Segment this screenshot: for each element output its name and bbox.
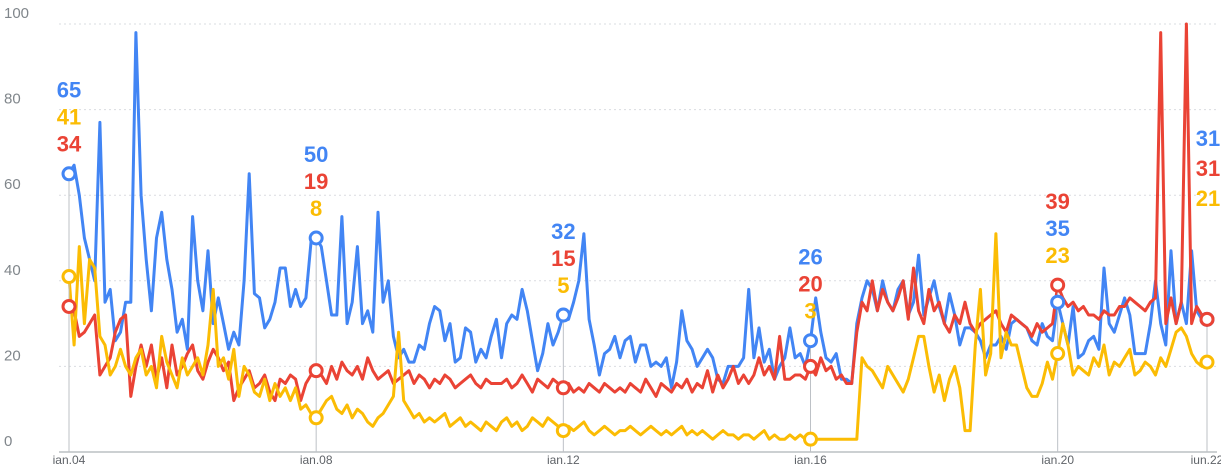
point-marker	[1199, 354, 1215, 370]
value-label: 23	[1045, 243, 1069, 268]
point-marker	[61, 269, 77, 285]
point-marker	[308, 363, 324, 379]
x-tick-label: ian.04	[53, 453, 86, 467]
point-marker	[61, 166, 77, 182]
x-tick-label: ian.12	[547, 453, 580, 467]
point-marker	[308, 230, 324, 246]
y-tick-label: 100	[4, 5, 29, 22]
point-marker	[1050, 294, 1066, 310]
y-tick-label: 60	[4, 176, 21, 193]
point-marker	[803, 333, 819, 349]
y-tick-label: 0	[4, 433, 12, 450]
value-label: 34	[57, 132, 82, 157]
value-label: 31	[1196, 126, 1220, 151]
x-tick-label: ian.20	[1041, 453, 1074, 467]
point-marker	[555, 380, 571, 396]
point-marker	[555, 307, 571, 323]
value-label: 35	[1045, 216, 1069, 241]
value-label: 20	[798, 272, 822, 297]
point-marker	[555, 423, 571, 439]
point-marker	[1050, 277, 1066, 293]
point-marker	[1199, 311, 1215, 327]
value-label: 50	[304, 142, 328, 167]
value-label: 32	[551, 219, 575, 244]
y-tick-label: 80	[4, 91, 21, 108]
x-tick-label: ian.16	[794, 453, 827, 467]
value-label: 65	[57, 78, 81, 103]
series-line	[67, 31, 1207, 390]
point-marker	[308, 410, 324, 426]
value-label: 8	[310, 196, 322, 221]
point-marker	[803, 431, 819, 447]
point-marker	[803, 358, 819, 374]
x-tick-label: ian.08	[300, 453, 333, 467]
value-label: 5	[557, 273, 569, 298]
point-marker	[61, 298, 77, 314]
value-label: 31	[1196, 156, 1220, 181]
value-label: 39	[1045, 189, 1069, 214]
series-line	[68, 22, 1208, 403]
value-label: 19	[304, 169, 328, 194]
value-label: 21	[1196, 186, 1220, 211]
point-marker	[1050, 346, 1066, 362]
value-label: 3	[804, 299, 816, 324]
series-line	[67, 232, 1208, 441]
value-label: 41	[57, 105, 81, 130]
x-tick-label: iun.22	[1191, 453, 1221, 467]
y-tick-label: 20	[4, 347, 21, 364]
y-tick-label: 40	[4, 262, 21, 279]
value-label: 26	[798, 245, 822, 270]
value-label: 15	[551, 246, 575, 271]
